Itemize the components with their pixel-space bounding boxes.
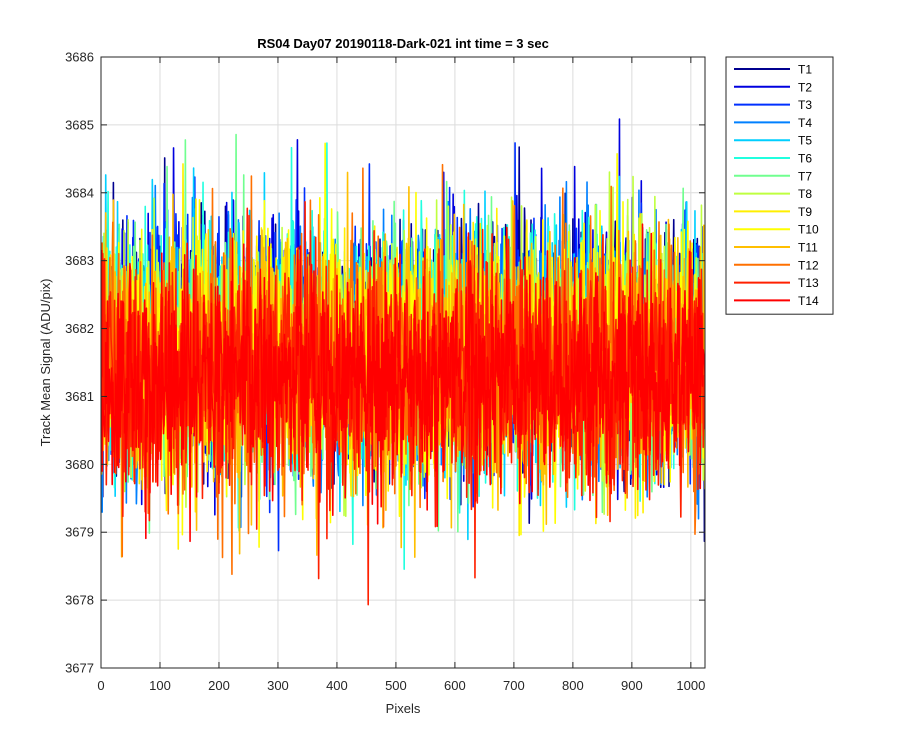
y-tick-label: 3685 — [65, 117, 94, 132]
y-tick-label: 3682 — [65, 321, 94, 336]
x-axis-label: Pixels — [386, 701, 421, 716]
y-tick-label: 3686 — [65, 50, 94, 65]
legend-label-t9: T9 — [798, 205, 812, 219]
series-line-t14 — [101, 223, 705, 543]
y-tick-label: 3684 — [65, 185, 94, 200]
axis-ticks: 0 100 200 300 400 500 600 700 800 900 1000 3677 3678… — [65, 50, 705, 694]
legend-label-t8: T8 — [798, 187, 812, 201]
x-tick-label: 600 — [444, 678, 466, 693]
legend-label-t3: T3 — [798, 98, 812, 112]
x-tick-label: 800 — [562, 678, 584, 693]
y-tick-label: 3678 — [65, 593, 94, 608]
legend-label-t12: T12 — [798, 258, 819, 272]
axes-frame — [100, 56, 706, 669]
legend-label-t14: T14 — [798, 294, 819, 308]
legend: T1 T2 T3 T4 T5 T6 T7 T8 T9 T10 T11 T12 T13 T14 — [725, 56, 834, 315]
legend-label-t2: T2 — [798, 80, 812, 94]
x-tick-label: 0 — [97, 678, 104, 693]
y-tick-label: 3680 — [65, 457, 94, 472]
y-tick-label: 3681 — [65, 389, 94, 404]
x-tick-label: 700 — [503, 678, 525, 693]
y-tick-label: 3677 — [65, 661, 94, 676]
x-tick-label: 100 — [149, 678, 171, 693]
legend-label-t13: T13 — [798, 276, 819, 290]
legend-label-t5: T5 — [798, 134, 812, 148]
x-tick-label: 300 — [267, 678, 289, 693]
legend-box — [725, 56, 834, 315]
y-tick-label: 3683 — [65, 253, 94, 268]
x-tick-label: 900 — [621, 678, 643, 693]
legend-label-t10: T10 — [798, 223, 819, 237]
x-tick-label: 1000 — [676, 678, 705, 693]
x-tick-label: 200 — [208, 678, 230, 693]
legend-label-t4: T4 — [798, 116, 812, 130]
series-lines — [101, 118, 705, 606]
x-tick-label: 500 — [385, 678, 407, 693]
legend-label-t1: T1 — [798, 63, 812, 77]
legend-label-t11: T11 — [798, 241, 818, 255]
legend-label-t6: T6 — [798, 152, 812, 166]
x-tick-label: 400 — [326, 678, 348, 693]
chart-title: RS04 Day07 20190118-Dark-021 int time = … — [257, 36, 549, 51]
y-tick-label: 3679 — [65, 525, 94, 540]
y-axis-label: Track Mean Signal (ADU/pix) — [38, 279, 53, 447]
legend-label-t7: T7 — [798, 169, 812, 183]
